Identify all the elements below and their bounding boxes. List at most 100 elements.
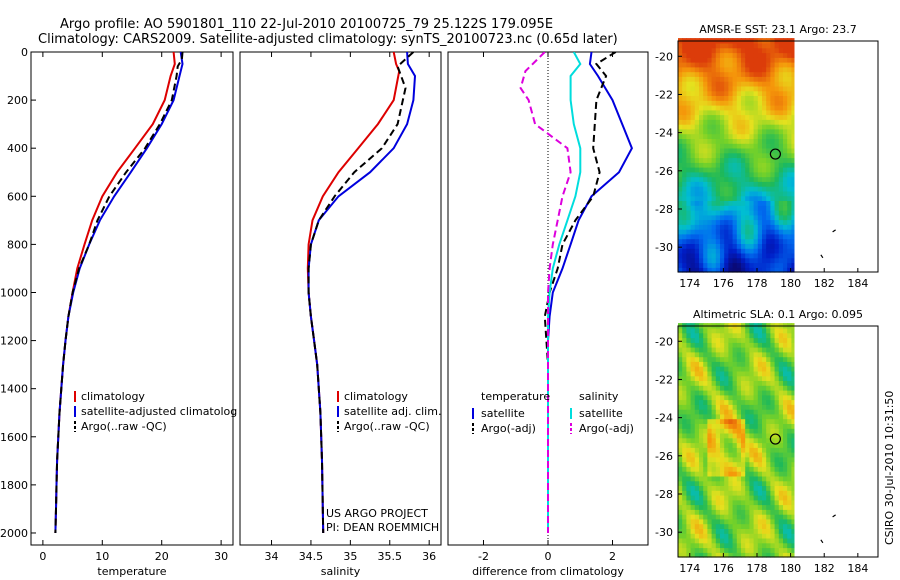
heatmap-cell [694, 157, 700, 163]
heatmap-cell [791, 351, 795, 358]
heatmap-cell [694, 380, 700, 386]
heatmap-cell [728, 114, 734, 120]
heatmap-cell [736, 257, 742, 264]
heatmap-cell [741, 119, 746, 125]
heatmap-cell [682, 128, 687, 135]
heatmap-cell [724, 176, 729, 182]
heatmap-cell [711, 229, 717, 235]
heatmap-cell [770, 432, 776, 439]
heatmap-cell [778, 109, 784, 116]
heatmap-cell [770, 262, 776, 268]
heatmap-cell [699, 552, 704, 558]
heatmap-cell [694, 171, 700, 178]
heatmap-cell [728, 100, 734, 106]
heatmap-cell [753, 47, 759, 54]
heatmap-cell [770, 252, 776, 259]
heatmap-cell [690, 47, 696, 54]
heatmap-cell [745, 90, 750, 96]
heatmap-cell [766, 380, 771, 386]
heatmap-cell [686, 128, 692, 135]
heatmap-cell [724, 90, 729, 96]
heatmap-cell [720, 181, 725, 187]
heatmap-cell [753, 356, 759, 362]
heatmap-cell [715, 248, 721, 254]
heatmap-cell [728, 171, 734, 178]
heatmap-cell [787, 337, 792, 343]
heatmap-cell [736, 252, 742, 259]
heatmap-cell [753, 219, 759, 225]
heatmap-cell [699, 485, 704, 491]
heatmap-cell [682, 423, 687, 429]
heatmap-cell [724, 428, 729, 434]
heatmap-cell [762, 267, 767, 273]
heatmap-cell [694, 181, 700, 187]
heatmap-cell [770, 138, 776, 144]
heatmap-cell [724, 466, 729, 472]
heatmap-cell [778, 518, 784, 525]
heatmap-cell [745, 200, 750, 206]
heatmap-cell [732, 347, 738, 353]
heatmap-cell [791, 229, 795, 235]
heatmap-cell [787, 109, 792, 116]
heatmap-cell [791, 100, 795, 106]
heatmap-cell [757, 437, 763, 444]
heatmap-cell [736, 52, 742, 58]
heatmap-cell [720, 499, 725, 506]
heatmap-cell [774, 176, 780, 182]
heatmap-cell [686, 171, 692, 178]
heatmap-cell [791, 375, 795, 381]
heatmap-cell [757, 81, 763, 87]
heatmap-cell [724, 128, 729, 135]
heatmap-cell [715, 428, 721, 434]
heatmap-cell [694, 66, 700, 73]
heatmap-cell [707, 119, 713, 125]
heatmap-cell [770, 523, 776, 529]
heatmap-cell [741, 428, 746, 434]
heatmap-cell [703, 442, 708, 448]
heatmap-cell [783, 219, 788, 225]
heatmap-cell [749, 533, 755, 539]
heatmap-cell [774, 537, 780, 544]
heatmap-cell [686, 133, 692, 139]
heatmap-cell [757, 456, 763, 463]
heatmap-cell [724, 171, 729, 178]
heatmap-cell [766, 423, 771, 429]
heatmap-cell [732, 413, 738, 420]
heatmap-cell [757, 399, 763, 405]
heatmap-cell [753, 399, 759, 405]
heatmap-cell [690, 394, 696, 401]
x-tick-label: 174 [679, 277, 700, 290]
heatmap-cell [711, 432, 717, 439]
heatmap-cell [770, 214, 776, 221]
heatmap-cell [770, 351, 776, 358]
heatmap-cell [745, 351, 750, 358]
heatmap-cell [741, 537, 746, 544]
heatmap-cell [753, 390, 759, 396]
heatmap-cell [753, 262, 759, 268]
heatmap-cell [682, 66, 687, 73]
heatmap-cell [783, 432, 788, 439]
heatmap-cell [694, 81, 700, 87]
heatmap-cell [711, 133, 717, 139]
heatmap-cell [745, 475, 750, 482]
heatmap-cell [736, 224, 742, 230]
heatmap-cell [757, 327, 763, 334]
heatmap-cell [694, 337, 700, 343]
heatmap-cell [690, 57, 696, 63]
heatmap-cell [724, 385, 729, 391]
heatmap-cell [703, 514, 708, 520]
heatmap-cell [678, 257, 683, 264]
heatmap-cell [745, 124, 750, 130]
heatmap-cell [715, 347, 721, 353]
heatmap-cell [745, 252, 750, 259]
heatmap-cell [787, 499, 792, 506]
heatmap-cell [770, 399, 776, 405]
heatmap-cell [728, 337, 734, 343]
heatmap-cell [678, 52, 683, 58]
heatmap-cell [690, 404, 696, 410]
heatmap-cell [720, 366, 725, 372]
heatmap-cell [787, 52, 792, 58]
heatmap-cell [711, 409, 717, 415]
heatmap-cell [686, 157, 692, 163]
heatmap-cell [724, 409, 729, 415]
